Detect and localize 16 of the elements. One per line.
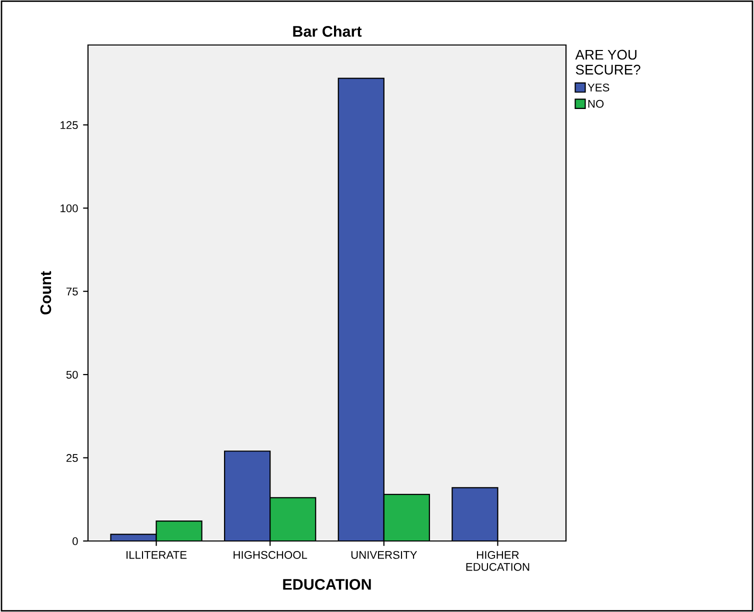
y-tick-label: 125 [60, 121, 78, 130]
legend-label: YES [588, 84, 610, 92]
x-axis-title: EDUCATION [283, 579, 371, 590]
y-tick-label: 75 [66, 288, 78, 296]
legend-label: NO [588, 100, 604, 108]
y-tick-label: 100 [60, 204, 78, 212]
chart-title: Bar Chart [293, 26, 362, 37]
y-axis-title: Count [40, 271, 52, 314]
x-tick-label: ILLITERATE [126, 551, 187, 559]
y-tick-label: 50 [66, 370, 78, 379]
y-tick-label: 0 [72, 537, 78, 546]
x-tick-label: HIGHER EDUCATION [466, 551, 530, 571]
x-tick-label: HIGHSCHOOL [234, 551, 308, 559]
legend-title: ARE YOU SECURE? [575, 50, 640, 75]
y-tick-label: 25 [66, 454, 78, 462]
x-tick-label: UNIVERSITY [351, 551, 417, 559]
